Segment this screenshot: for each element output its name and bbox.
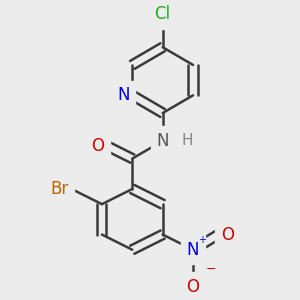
Text: O: O: [187, 278, 200, 296]
Text: Br: Br: [51, 180, 69, 198]
Text: +: +: [198, 235, 206, 245]
Text: O: O: [92, 137, 104, 155]
Text: N: N: [117, 86, 130, 104]
Text: O: O: [221, 226, 234, 244]
Text: Cl: Cl: [154, 5, 171, 23]
Text: N: N: [156, 132, 169, 150]
Text: N: N: [187, 241, 199, 259]
Text: H: H: [183, 134, 194, 148]
Text: −: −: [206, 263, 216, 276]
Text: H: H: [182, 134, 193, 148]
